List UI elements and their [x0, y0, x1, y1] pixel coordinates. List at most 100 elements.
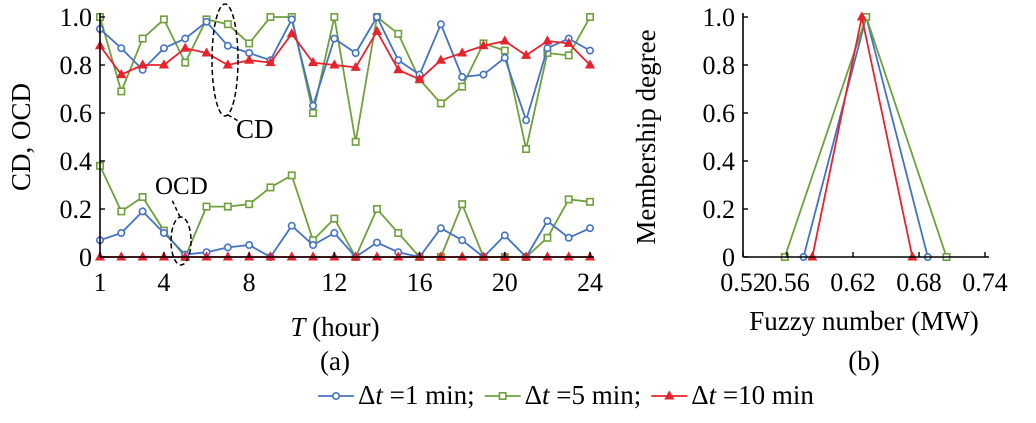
panel-a-data-point [351, 137, 360, 146]
panel-a-data-point [223, 41, 232, 50]
legend-marker [331, 391, 340, 400]
panel-a-data-point [435, 54, 446, 64]
panel-a-data-point [522, 116, 531, 125]
panel-b-label: (b) [848, 346, 879, 376]
legend-label: Δt =10 min [691, 380, 814, 410]
panel-a-data-point [585, 197, 594, 206]
panel-a-data-point [117, 207, 126, 216]
cd-annotation: CD [236, 114, 274, 144]
panel-a-data-point [393, 64, 404, 74]
panel-b-x-tick-label: 0.74 [962, 268, 1008, 297]
panel-b-x-tick-label: 0.62 [830, 268, 876, 297]
panel-b-x-tick-label: 0.56 [764, 268, 810, 297]
panel-a-data-point [563, 37, 574, 47]
panel-a-data-point [564, 233, 573, 242]
panel-a-y-tick-label: 0.6 [60, 99, 93, 128]
panel-a-data-point [478, 40, 489, 50]
panel-b-y-tick-label: 0.8 [703, 51, 736, 80]
panel-a-data-point [564, 195, 573, 204]
panel-a-x-tick-label: 12 [321, 268, 347, 297]
legend-item: Δt =5 min; [484, 380, 641, 410]
panel-b-y-tick-label: 1.0 [703, 3, 736, 32]
panel-a-data-point [564, 51, 573, 60]
panel-a-data-point [479, 70, 488, 79]
legend-item: Δt =10 min [651, 380, 814, 410]
panel-a-data-point [521, 49, 532, 59]
legend-label: Δt =1 min; [358, 380, 475, 410]
panel-a-data-point [222, 59, 233, 69]
panel-a-data-point [265, 56, 276, 67]
panel-b-y-tick-label: 0.2 [703, 195, 736, 224]
panel-a-data-point [351, 48, 360, 57]
panel-a-data-point [372, 238, 381, 247]
panel-a-data-point [138, 34, 147, 43]
legend-item: Δt =1 min; [318, 380, 475, 410]
panel-a-data-point [202, 202, 211, 211]
panel-a-data-point [180, 42, 191, 52]
panel-a-data-point [223, 243, 232, 252]
panel-a-x-tick-label: 1 [94, 268, 107, 297]
legend: Δt =1 min; Δt =5 min; Δt =10 min [318, 380, 814, 410]
panel-a-data-point [543, 217, 552, 226]
panel-a-x-tick-label: 4 [157, 268, 170, 297]
panel-a-data-point [307, 56, 319, 67]
panel-a-data-point [138, 193, 147, 202]
ocd-annotation: OCD [155, 173, 208, 200]
panel-b-x-tick-label: 0.52 [720, 268, 766, 297]
panel-a-x-tick-label: 20 [492, 268, 518, 297]
panel-a-data-point [458, 73, 467, 82]
panel-a-data-point [585, 224, 594, 233]
panel-a-data-point [116, 68, 127, 79]
panel-a-data-point [181, 34, 190, 43]
panel-a-data-point [117, 44, 126, 53]
panel-a-data-point [543, 233, 552, 242]
panel-a-data-point [286, 28, 297, 38]
panel-a-data-point [394, 229, 403, 238]
panel-a-data-point [500, 46, 509, 55]
panel-a-series-line-ocd [99, 210, 591, 258]
panel-a-data-point [372, 13, 381, 22]
panel-a-data-point [159, 44, 168, 53]
panel-a-data-point [394, 29, 403, 38]
panel-a-data-point [223, 20, 232, 29]
panel-a-data-point [158, 59, 169, 69]
panel-a-data-point [330, 214, 339, 223]
panel-a-data-point [584, 59, 596, 69]
panel-a-data-point [371, 25, 383, 35]
panel-a-data-point [266, 183, 275, 192]
panel-a-label: (a) [320, 346, 350, 376]
panel-a-x-tick-label: 8 [243, 268, 256, 297]
panel-a-x-tick-label: 24 [577, 268, 603, 297]
panel-a-data-point [458, 200, 467, 209]
panel-a-data-point [138, 207, 147, 216]
panel-b-y-tick-label: 0.4 [703, 147, 736, 176]
cd-leader [227, 114, 241, 123]
panel-a-data-point [350, 61, 361, 71]
panel-a-data-point [457, 47, 468, 57]
panel-a-data-point [181, 58, 190, 67]
panel-a-data-point [117, 229, 126, 238]
panel-a-data-point [159, 229, 168, 238]
panel-a-data-point [436, 224, 445, 233]
panel-a-xlabel-var: T [290, 312, 307, 342]
panel-a-data-point [287, 171, 296, 180]
panel-a-y-tick-label: 0 [79, 243, 92, 272]
panel-a-ylabel: CD, OCD [6, 83, 36, 191]
ocd-leader [171, 199, 181, 218]
panel-a-data-point [543, 44, 552, 53]
panel-a-data-point [436, 99, 445, 108]
panel-b-y-tick-label: 0.6 [703, 99, 736, 128]
panel-a-y-tick-label: 1.0 [60, 3, 93, 32]
panel-a-data-point [372, 205, 381, 214]
panel-a-data-point [329, 59, 340, 69]
panel-a-data-point [287, 15, 296, 24]
panel-b-series-line [802, 13, 929, 258]
panel-a-data-point [330, 229, 339, 238]
panel-a-xlabel: T (hour) [290, 312, 379, 342]
panel-a-data-point [585, 46, 594, 55]
cd-ellipse [211, 3, 239, 117]
panel-b-series-line [783, 14, 948, 258]
panel-a-data-point [137, 59, 148, 69]
panel-a-data-point [436, 20, 445, 29]
